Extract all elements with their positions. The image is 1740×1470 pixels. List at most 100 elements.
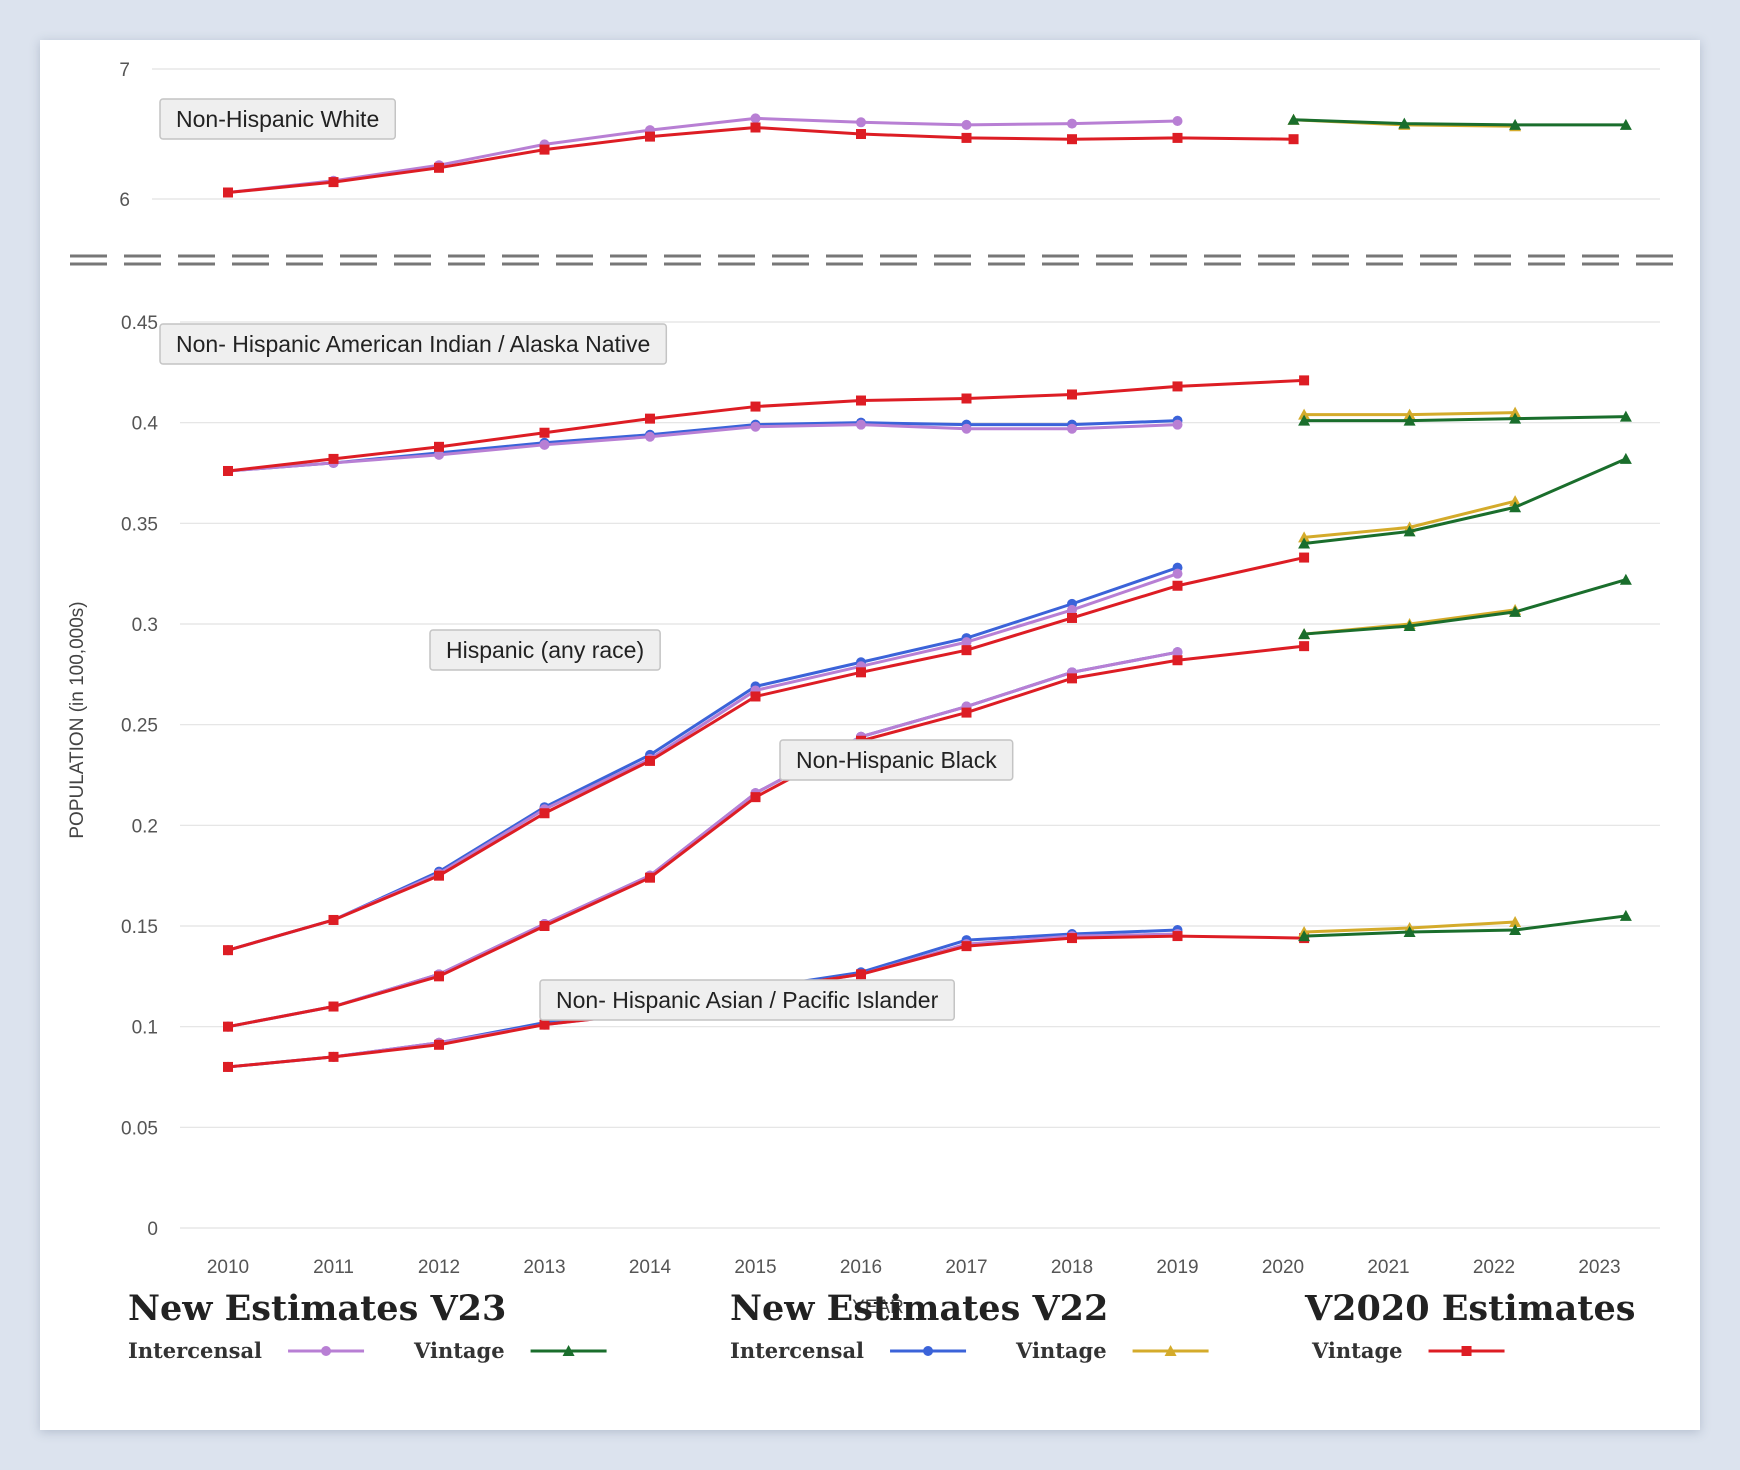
- data-point: [539, 921, 550, 931]
- data-point: [1067, 604, 1077, 615]
- data-point: [923, 1346, 934, 1356]
- series-group: [223, 452, 1632, 956]
- data-point: [1298, 414, 1311, 426]
- data-point: [1172, 580, 1183, 591]
- legend-entry-label: Vintage: [413, 1338, 505, 1363]
- series-line-v23_vintage: [1304, 914, 1627, 938]
- axis-break-mark: [718, 254, 755, 266]
- axis-break-mark: [880, 254, 917, 266]
- axis-break-mark: [610, 254, 647, 266]
- y-tick-label: 7: [119, 60, 130, 81]
- series-line-v22_intercensal: [227, 650, 1178, 1029]
- legend-entry-label: Vintage: [1015, 1338, 1107, 1363]
- data-point: [645, 131, 655, 142]
- y-tick-label: 0.35: [121, 514, 158, 535]
- population-chart: 7 6 0.45 0.4 0.35 0.3 0.25 0.2 0.15 0.1 0.05 0 2010…: [67, 60, 1673, 1363]
- axis-break-mark: [1258, 254, 1295, 266]
- axis-break-mark: [556, 254, 593, 266]
- axis-break-mark: [826, 254, 863, 266]
- data-point: [750, 401, 761, 412]
- data-point: [1172, 381, 1183, 392]
- data-point: [434, 870, 444, 881]
- axis-break-mark: [1312, 254, 1349, 266]
- data-point: [1299, 641, 1310, 652]
- data-point: [645, 755, 655, 766]
- data-point: [434, 441, 444, 452]
- data-point: [1619, 410, 1632, 422]
- data-point: [1398, 117, 1411, 129]
- series-line-v2020_vintage: [227, 556, 1305, 952]
- axis-break-mark: [934, 254, 971, 266]
- data-point: [434, 971, 444, 982]
- data-point: [1509, 915, 1522, 927]
- axis-break-mark: [394, 254, 431, 266]
- data-point: [1461, 1346, 1472, 1356]
- data-point: [1298, 537, 1311, 549]
- group-label-box: Non- Hispanic Asian / Pacific Islander: [539, 979, 955, 1021]
- axis-break-mark: [178, 254, 215, 266]
- data-point: [539, 808, 550, 819]
- series-line-v23_vintage: [1303, 457, 1627, 545]
- data-point: [1403, 926, 1416, 938]
- data-point: [1509, 605, 1522, 617]
- axis-break-mark: [664, 254, 701, 266]
- data-point: [1509, 924, 1522, 936]
- group-label: Non-Hispanic White: [176, 106, 379, 132]
- axis-break-mark: [286, 254, 323, 266]
- data-point: [223, 187, 233, 198]
- gridlines: [152, 68, 1660, 1229]
- y-tick-label: 0.05: [121, 1118, 158, 1139]
- data-point: [750, 113, 761, 124]
- data-point: [1403, 408, 1416, 420]
- data-point: [1172, 419, 1183, 430]
- y-tick-labels: 7 6 0.45 0.4 0.35 0.3 0.25 0.2 0.15 0.1 0.05 0: [119, 60, 158, 1240]
- data-point: [1172, 931, 1183, 942]
- data-point: [434, 162, 444, 173]
- data-point: [1172, 132, 1183, 143]
- data-point: [961, 119, 972, 130]
- x-tick-label: 2012: [418, 1257, 460, 1278]
- data-point: [856, 419, 866, 430]
- group-label-box: Hispanic (any race): [429, 629, 661, 671]
- data-point: [1067, 118, 1077, 129]
- data-point: [750, 122, 761, 133]
- data-point: [961, 637, 972, 648]
- group-labels: Non-Hispanic White Non- Hispanic American…: [159, 98, 1014, 1021]
- axis-break-mark: [1204, 254, 1241, 266]
- series-line-v23_intercensal: [227, 116, 1178, 194]
- series-line-v23_vintage: [1304, 415, 1626, 423]
- data-point: [961, 645, 972, 656]
- data-point: [328, 453, 339, 464]
- x-tick-label: 2015: [734, 1257, 776, 1278]
- series-layer: [223, 113, 1632, 1072]
- axis-break-mark: [1636, 254, 1673, 266]
- data-point: [961, 707, 972, 718]
- data-point: [1619, 118, 1632, 130]
- group-label-box: Non-Hispanic Black: [779, 739, 1014, 781]
- data-point: [434, 449, 444, 460]
- group-label: Non- Hispanic American Indian / Alaska N…: [176, 331, 650, 357]
- series-group: [223, 573, 1632, 1032]
- data-point: [1298, 408, 1311, 420]
- data-point: [1403, 414, 1416, 426]
- series-line-v23_intercensal: [227, 650, 1178, 1029]
- y-tick-label: 0.45: [121, 313, 158, 334]
- data-point: [1067, 673, 1077, 684]
- data-point: [1298, 628, 1311, 640]
- data-point: [328, 177, 339, 188]
- y-tick-label: 0.2: [132, 816, 158, 837]
- data-point: [1509, 501, 1522, 513]
- x-tick-label: 2019: [1156, 1257, 1198, 1278]
- data-point: [1619, 573, 1632, 585]
- axis-break-mark: [232, 254, 269, 266]
- data-point: [539, 439, 550, 450]
- data-point: [856, 667, 866, 678]
- data-point: [1619, 909, 1632, 921]
- axis-break: [70, 254, 1673, 266]
- data-point: [1067, 612, 1077, 623]
- data-point: [539, 427, 550, 438]
- data-point: [328, 1001, 339, 1012]
- legend-entry-label: Vintage: [1311, 1338, 1403, 1363]
- y-tick-label: 0.4: [132, 414, 159, 435]
